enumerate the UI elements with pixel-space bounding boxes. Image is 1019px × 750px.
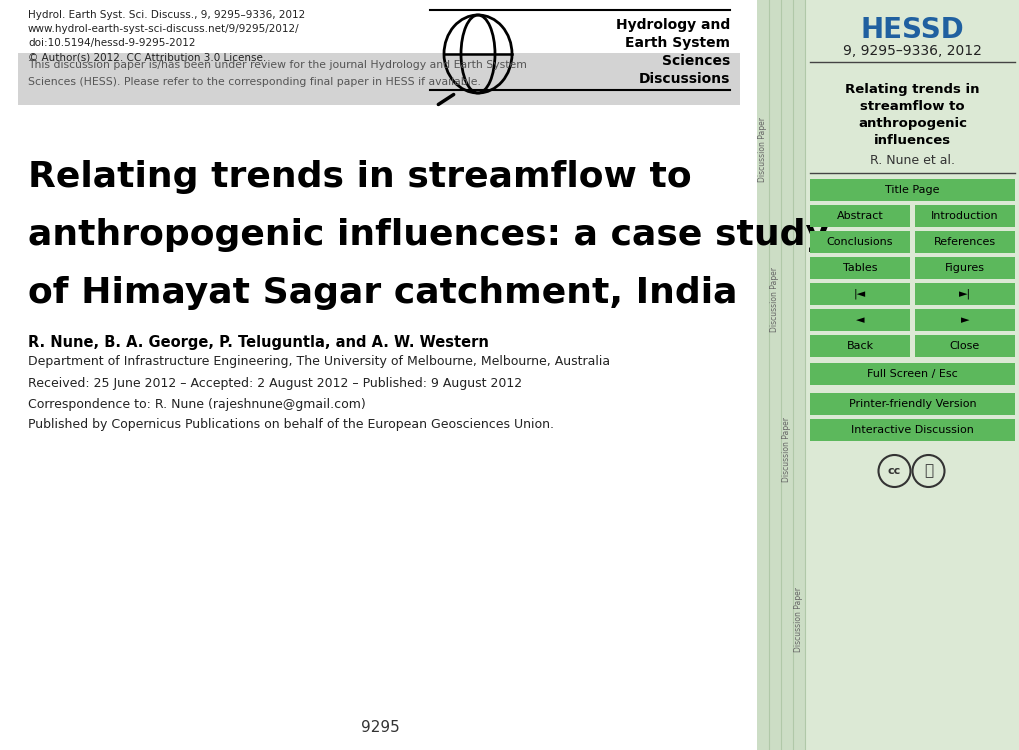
FancyBboxPatch shape — [809, 419, 1014, 441]
Text: Sciences: Sciences — [661, 54, 730, 68]
Text: streamflow to: streamflow to — [859, 100, 964, 113]
Text: Discussion Paper: Discussion Paper — [758, 118, 766, 182]
Text: Interactive Discussion: Interactive Discussion — [850, 425, 973, 435]
Text: 9, 9295–9336, 2012: 9, 9295–9336, 2012 — [843, 44, 981, 58]
Text: Discussion Paper: Discussion Paper — [782, 418, 791, 482]
Text: Correspondence to: R. Nune (rajeshnune@gmail.com): Correspondence to: R. Nune (rajeshnune@g… — [28, 398, 366, 411]
Text: ►: ► — [960, 315, 968, 325]
Bar — [792, 0, 804, 750]
Text: Hydrology and: Hydrology and — [615, 18, 730, 32]
FancyBboxPatch shape — [809, 257, 909, 279]
FancyBboxPatch shape — [914, 283, 1014, 305]
Text: Discussion Paper: Discussion Paper — [769, 268, 779, 332]
Text: ►|: ►| — [958, 289, 970, 299]
Text: Received: 25 June 2012 – Accepted: 2 August 2012 – Published: 9 August 2012: Received: 25 June 2012 – Accepted: 2 Aug… — [28, 377, 522, 390]
Text: Figures: Figures — [944, 263, 984, 273]
FancyBboxPatch shape — [914, 231, 1014, 253]
Bar — [781, 0, 792, 750]
Text: Relating trends in streamflow to: Relating trends in streamflow to — [28, 160, 691, 194]
Text: HESSD: HESSD — [860, 16, 963, 44]
FancyBboxPatch shape — [809, 309, 909, 331]
Text: References: References — [933, 237, 996, 247]
Text: Title Page: Title Page — [884, 185, 938, 195]
FancyBboxPatch shape — [809, 363, 1014, 385]
FancyBboxPatch shape — [18, 53, 739, 105]
Text: Back: Back — [846, 341, 872, 351]
Bar — [768, 0, 781, 750]
FancyBboxPatch shape — [914, 205, 1014, 227]
Text: Tables: Tables — [842, 263, 876, 273]
Text: Department of Infrastructure Engineering, The University of Melbourne, Melbourne: Department of Infrastructure Engineering… — [28, 355, 609, 368]
Text: of Himayat Sagar catchment, India: of Himayat Sagar catchment, India — [28, 276, 737, 310]
Text: © Author(s) 2012. CC Attribution 3.0 License.: © Author(s) 2012. CC Attribution 3.0 Lic… — [28, 52, 266, 62]
Text: |◄: |◄ — [853, 289, 865, 299]
FancyBboxPatch shape — [809, 205, 909, 227]
Text: Published by Copernicus Publications on behalf of the European Geosciences Union: Published by Copernicus Publications on … — [28, 418, 553, 431]
FancyBboxPatch shape — [809, 393, 1014, 415]
Text: Close: Close — [949, 341, 979, 351]
Text: Earth System: Earth System — [625, 36, 730, 50]
Text: R. Nune et al.: R. Nune et al. — [869, 154, 954, 167]
Text: Discussions: Discussions — [638, 72, 730, 86]
FancyBboxPatch shape — [809, 179, 1014, 201]
FancyBboxPatch shape — [914, 309, 1014, 331]
Text: Sciences (HESS). Please refer to the corresponding final paper in HESS if availa: Sciences (HESS). Please refer to the cor… — [28, 77, 480, 87]
Text: Full Screen / Esc: Full Screen / Esc — [866, 369, 957, 379]
Bar — [756, 0, 768, 750]
FancyBboxPatch shape — [809, 283, 909, 305]
Text: Hydrol. Earth Syst. Sci. Discuss., 9, 9295–9336, 2012: Hydrol. Earth Syst. Sci. Discuss., 9, 92… — [28, 10, 305, 20]
Text: www.hydrol-earth-syst-sci-discuss.net/9/9295/2012/: www.hydrol-earth-syst-sci-discuss.net/9/… — [28, 24, 300, 34]
Text: Conclusions: Conclusions — [826, 237, 893, 247]
Text: doi:10.5194/hessd-9-9295-2012: doi:10.5194/hessd-9-9295-2012 — [28, 38, 196, 48]
Text: anthropogenic influences: a case study: anthropogenic influences: a case study — [28, 218, 828, 252]
FancyBboxPatch shape — [809, 335, 909, 357]
Text: anthropogenic: anthropogenic — [857, 118, 966, 130]
Text: ◄: ◄ — [855, 315, 863, 325]
Text: Abstract: Abstract — [836, 211, 882, 221]
Bar — [756, 0, 1019, 750]
Text: ⓘ: ⓘ — [923, 464, 932, 478]
FancyBboxPatch shape — [809, 231, 909, 253]
Text: Introduction: Introduction — [930, 211, 998, 221]
Text: cc: cc — [887, 466, 900, 476]
Text: Relating trends in: Relating trends in — [845, 83, 979, 97]
FancyBboxPatch shape — [914, 335, 1014, 357]
Text: Printer-friendly Version: Printer-friendly Version — [848, 399, 975, 409]
Text: 9295: 9295 — [361, 721, 399, 736]
Text: This discussion paper is/has been under review for the journal Hydrology and Ear: This discussion paper is/has been under … — [28, 60, 527, 70]
Text: Discussion Paper: Discussion Paper — [794, 587, 803, 652]
Text: R. Nune, B. A. George, P. Teluguntla, and A. W. Western: R. Nune, B. A. George, P. Teluguntla, an… — [28, 335, 488, 350]
Text: influences: influences — [873, 134, 950, 148]
FancyBboxPatch shape — [914, 257, 1014, 279]
